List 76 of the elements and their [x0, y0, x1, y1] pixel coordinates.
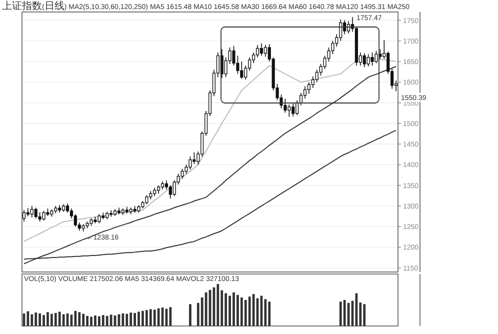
bar [169, 307, 172, 326]
bar [30, 314, 34, 326]
bar [339, 302, 342, 326]
candlestick [315, 69, 318, 83]
candlestick [38, 212, 42, 222]
bar [94, 316, 96, 326]
bar [232, 292, 235, 326]
bar [78, 312, 81, 326]
bar [106, 316, 108, 326]
bar [343, 300, 346, 326]
bar [122, 313, 124, 326]
candlestick [292, 103, 295, 117]
candlestick [362, 52, 366, 68]
candlestick [22, 210, 26, 222]
bar [236, 294, 239, 326]
candlestick [296, 100, 299, 116]
bar [86, 316, 88, 326]
candlestick [339, 19, 342, 42]
bar [98, 316, 100, 326]
bar [240, 297, 243, 326]
candlestick [299, 92, 303, 106]
bar [248, 296, 251, 326]
bar [130, 312, 132, 326]
candlestick [307, 82, 310, 94]
bar [216, 284, 220, 326]
candlestick [284, 98, 287, 114]
bar [102, 315, 104, 326]
candlestick [145, 194, 148, 205]
candlestick [303, 86, 307, 100]
candlestick [256, 44, 260, 58]
bar [138, 312, 140, 326]
bar [90, 316, 92, 326]
bar [38, 313, 41, 326]
candlestick [66, 203, 70, 213]
bar [363, 304, 366, 326]
bar [189, 304, 192, 326]
bar [153, 310, 156, 326]
bar [50, 314, 53, 326]
bar [42, 315, 45, 326]
bar [74, 310, 77, 326]
candlestick [98, 214, 101, 224]
candlestick [188, 156, 192, 170]
bar [26, 311, 30, 326]
bar [46, 312, 49, 326]
bar [34, 312, 38, 326]
bar [268, 302, 271, 326]
bar [142, 310, 144, 326]
bar [126, 314, 128, 326]
candlestick [264, 44, 267, 57]
candlestick [34, 207, 38, 219]
bar [149, 309, 152, 326]
bar [82, 314, 85, 326]
candlestick [42, 210, 46, 221]
bar [228, 296, 231, 326]
candlestick [370, 52, 374, 66]
candlestick [180, 168, 184, 180]
candlestick [30, 206, 34, 218]
candlestick [168, 184, 172, 199]
candlestick [240, 61, 244, 80]
candlestick [374, 50, 378, 64]
bar [58, 312, 61, 326]
candlestick [311, 76, 314, 88]
candlestick [110, 210, 113, 218]
bar [54, 312, 57, 326]
bar [244, 300, 247, 326]
candlestick [26, 208, 30, 217]
candlestick [74, 214, 77, 228]
candlestick [260, 42, 263, 56]
bar [145, 310, 148, 326]
candlestick [288, 104, 291, 118]
candlestick [366, 54, 370, 67]
candlestick [172, 180, 176, 196]
bar [224, 293, 228, 326]
candlestick [331, 40, 334, 54]
bar [264, 299, 267, 326]
bar [134, 312, 136, 326]
